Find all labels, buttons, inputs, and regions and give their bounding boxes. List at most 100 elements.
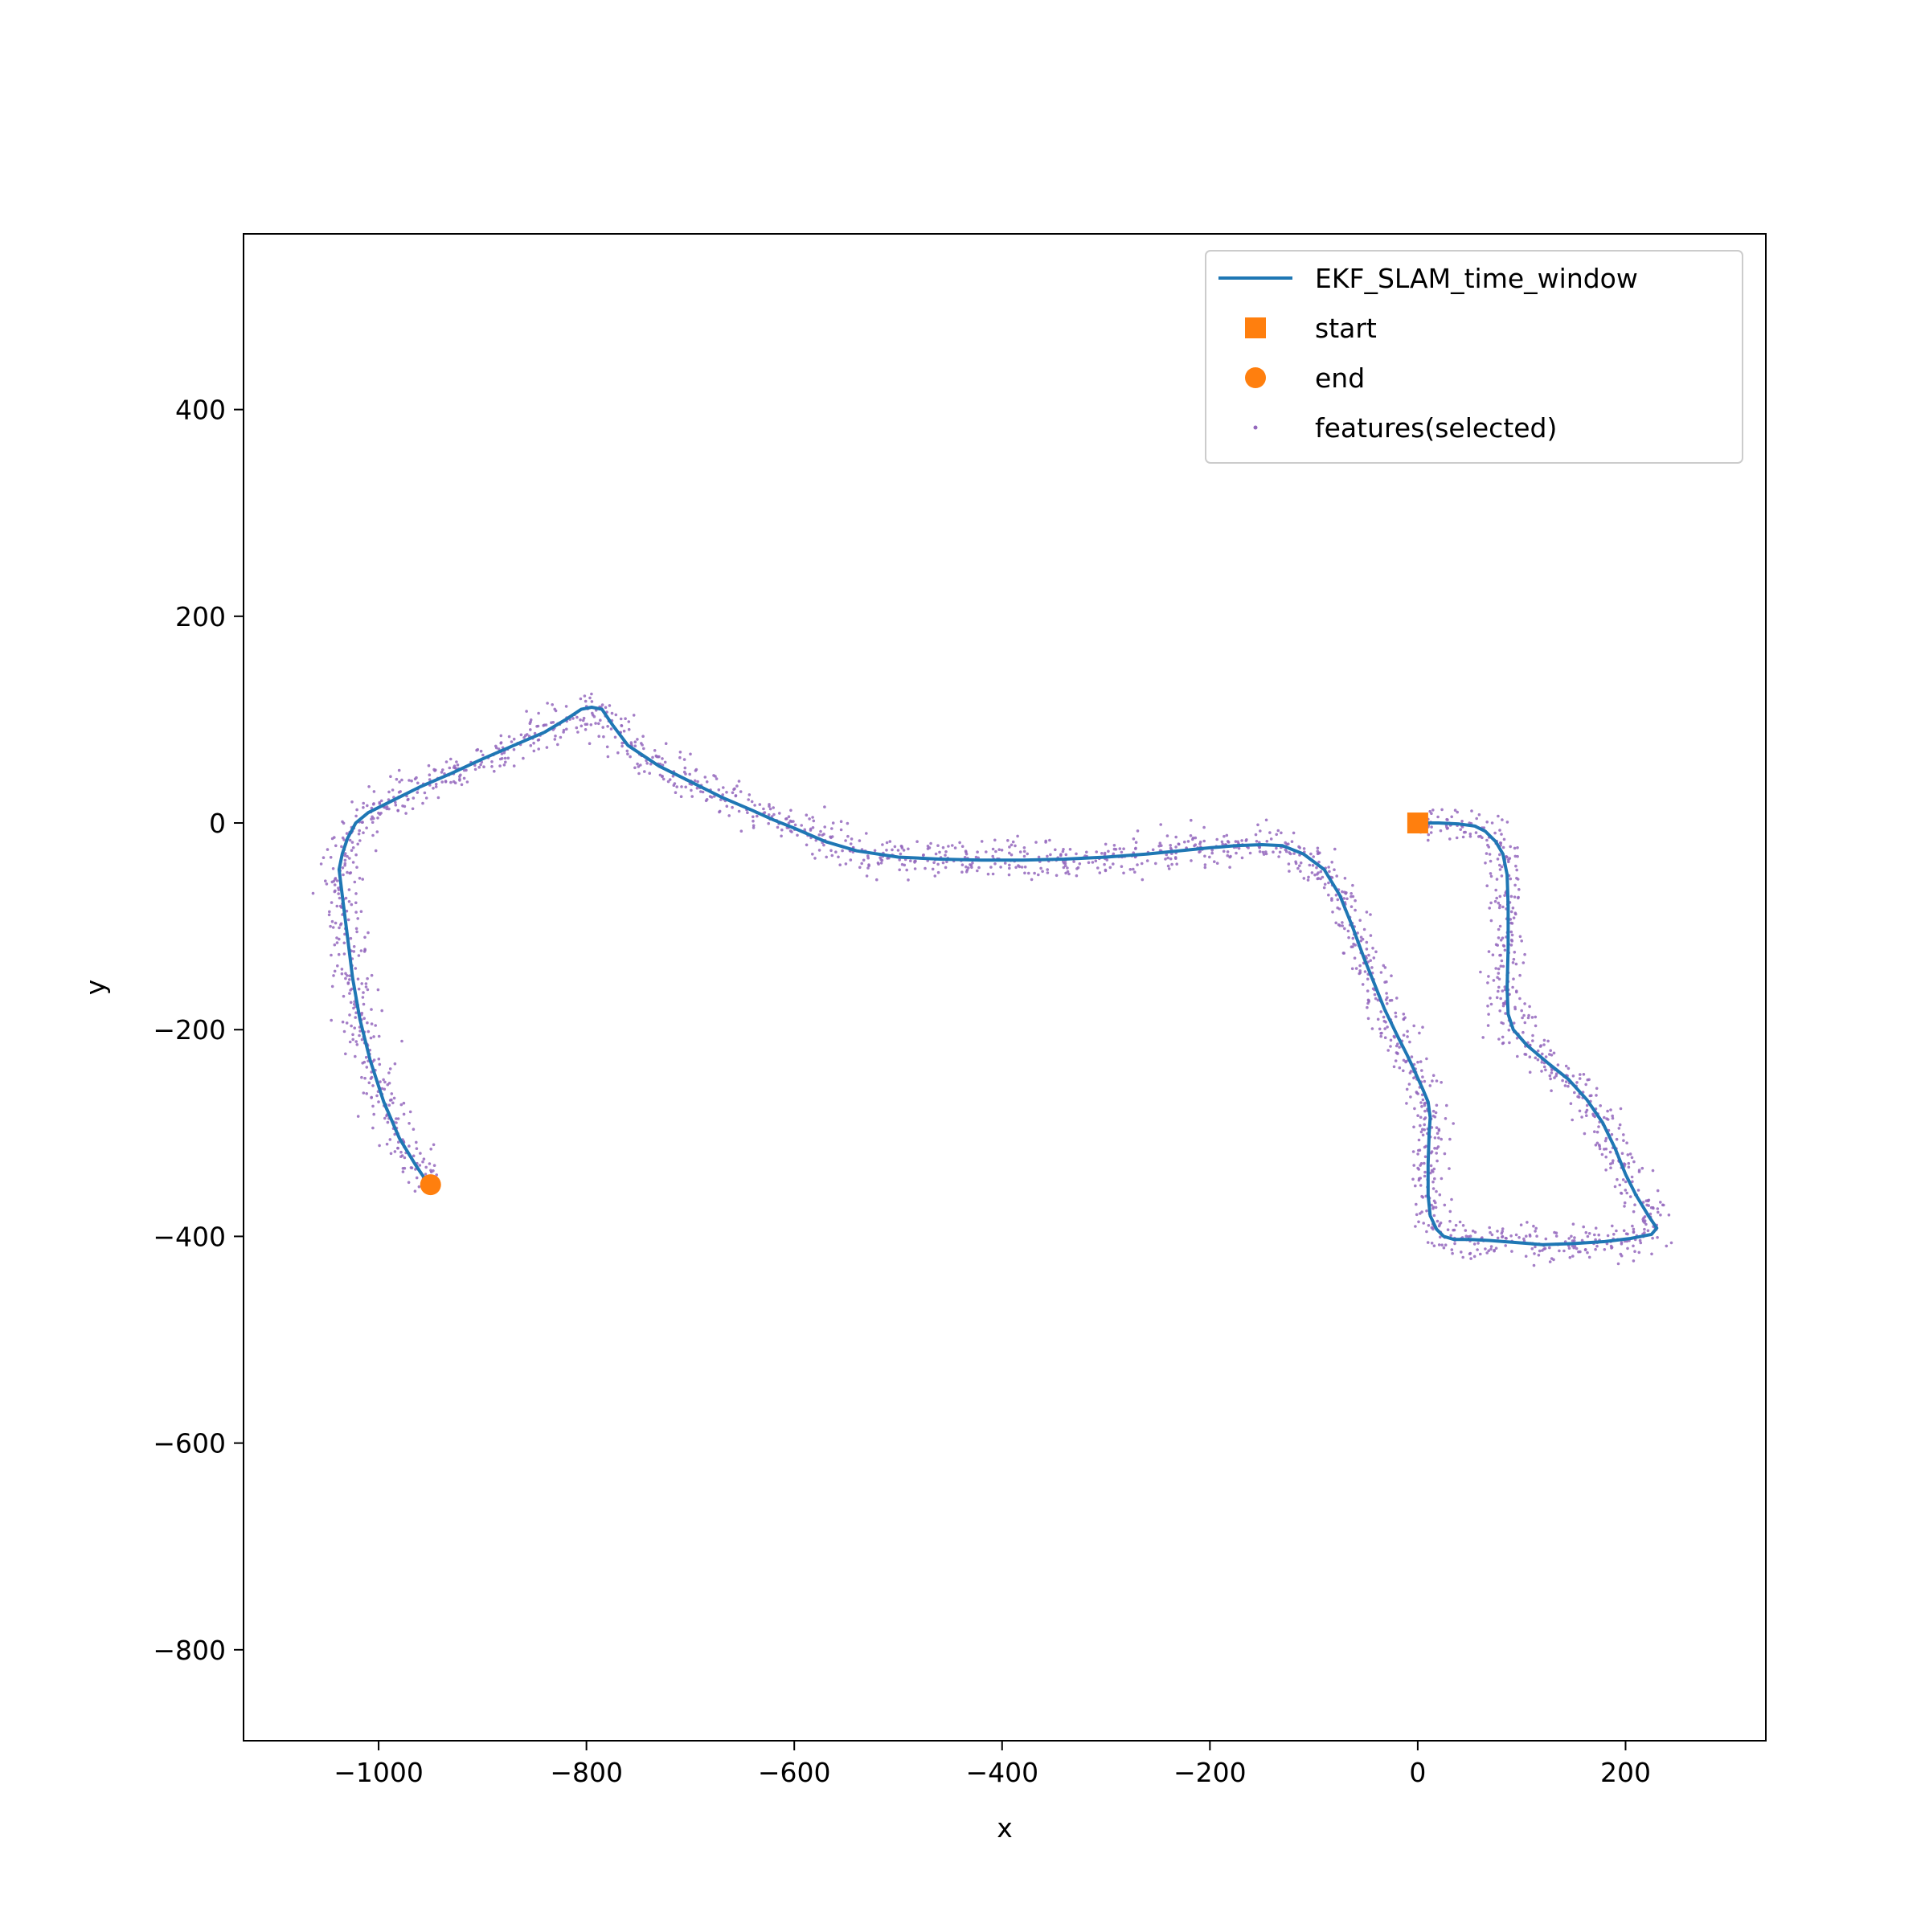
feature-point <box>1420 1105 1423 1108</box>
feature-point <box>454 767 457 770</box>
feature-point <box>343 853 347 858</box>
feature-point <box>1039 866 1042 870</box>
feature-point <box>1622 1139 1625 1142</box>
feature-point <box>1317 860 1321 864</box>
feature-point <box>330 837 334 841</box>
feature-point <box>1621 1178 1625 1181</box>
feature-point <box>1497 927 1501 931</box>
feature-point <box>1476 1248 1479 1251</box>
feature-point <box>1435 1159 1439 1163</box>
feature-point <box>1516 1054 1519 1058</box>
feature-point <box>504 760 507 764</box>
feature-point <box>1095 850 1098 853</box>
feature-point <box>372 802 375 805</box>
feature-point <box>1158 841 1162 845</box>
feature-point <box>394 803 398 807</box>
feature-point <box>1611 1224 1614 1228</box>
feature-point <box>449 757 453 761</box>
feature-point <box>1487 950 1491 953</box>
feature-point <box>351 846 355 849</box>
feature-point <box>1437 1129 1441 1132</box>
feature-point <box>913 867 917 870</box>
feature-point <box>678 751 682 754</box>
feature-point <box>330 919 334 923</box>
feature-point <box>1611 1116 1615 1120</box>
feature-point <box>1517 888 1521 891</box>
feature-point <box>1298 846 1301 849</box>
feature-point <box>1431 1074 1435 1077</box>
feature-point <box>1503 948 1507 952</box>
feature-point <box>1346 929 1350 933</box>
feature-point <box>1006 839 1010 842</box>
feature-point <box>876 862 880 865</box>
feature-point <box>846 821 850 825</box>
feature-point <box>651 755 654 759</box>
feature-point <box>661 775 664 779</box>
feature-point <box>1410 1055 1414 1058</box>
feature-point <box>1351 936 1355 940</box>
feature-point <box>960 845 964 848</box>
feature-point <box>366 1021 369 1025</box>
feature-point <box>1587 1232 1591 1235</box>
feature-point <box>1497 814 1500 818</box>
feature-point <box>415 1176 419 1180</box>
feature-point <box>641 735 645 738</box>
feature-point <box>355 1043 359 1046</box>
feature-point <box>805 813 809 817</box>
feature-point <box>1085 850 1088 854</box>
feature-point <box>386 1083 390 1087</box>
feature-point <box>1573 1091 1576 1095</box>
feature-point <box>1571 1118 1574 1122</box>
feature-point <box>1515 989 1518 993</box>
feature-point <box>1595 1244 1599 1248</box>
feature-point <box>432 1143 436 1147</box>
feature-point <box>1298 864 1301 868</box>
feature-point <box>582 716 586 720</box>
feature-point <box>722 786 725 789</box>
feature-point <box>1316 849 1320 853</box>
feature-point <box>1496 1236 1500 1240</box>
feature-point <box>1495 878 1499 881</box>
feature-point <box>993 862 997 866</box>
feature-point <box>1433 1115 1437 1119</box>
feature-point <box>1612 1159 1615 1162</box>
feature-point <box>1014 844 1017 848</box>
feature-point <box>1633 1203 1636 1206</box>
feature-point <box>1165 834 1169 837</box>
feature-point <box>715 777 719 780</box>
feature-point <box>341 1020 345 1024</box>
feature-point <box>1540 1061 1544 1064</box>
feature-point <box>1575 1246 1579 1250</box>
feature-point <box>1336 906 1339 910</box>
feature-point <box>584 728 588 731</box>
feature-point <box>839 828 843 832</box>
feature-point <box>849 858 853 862</box>
feature-point <box>396 808 400 813</box>
feature-point <box>1518 973 1521 977</box>
feature-point <box>1567 1084 1570 1088</box>
feature-point <box>1037 855 1041 859</box>
feature-point <box>1490 1233 1494 1237</box>
feature-point <box>965 868 969 872</box>
feature-point <box>365 1092 369 1095</box>
feature-point <box>1638 1238 1642 1242</box>
feature-point <box>1202 839 1206 843</box>
feature-point <box>1571 1222 1575 1226</box>
feature-point <box>812 819 816 823</box>
feature-point <box>1259 829 1262 833</box>
feature-point <box>839 820 843 823</box>
feature-point <box>1563 1084 1567 1087</box>
feature-point <box>1469 1257 1472 1260</box>
feature-point <box>699 790 702 793</box>
feature-point <box>932 861 936 865</box>
feature-point <box>565 727 568 731</box>
feature-point <box>1213 860 1216 863</box>
feature-point <box>1203 863 1207 866</box>
feature-point <box>354 814 358 818</box>
feature-point <box>1550 1089 1553 1092</box>
feature-point <box>1160 844 1163 847</box>
feature-point <box>1435 1103 1439 1107</box>
feature-point <box>358 1029 362 1033</box>
feature-point <box>1328 870 1331 874</box>
feature-point <box>1487 845 1491 849</box>
